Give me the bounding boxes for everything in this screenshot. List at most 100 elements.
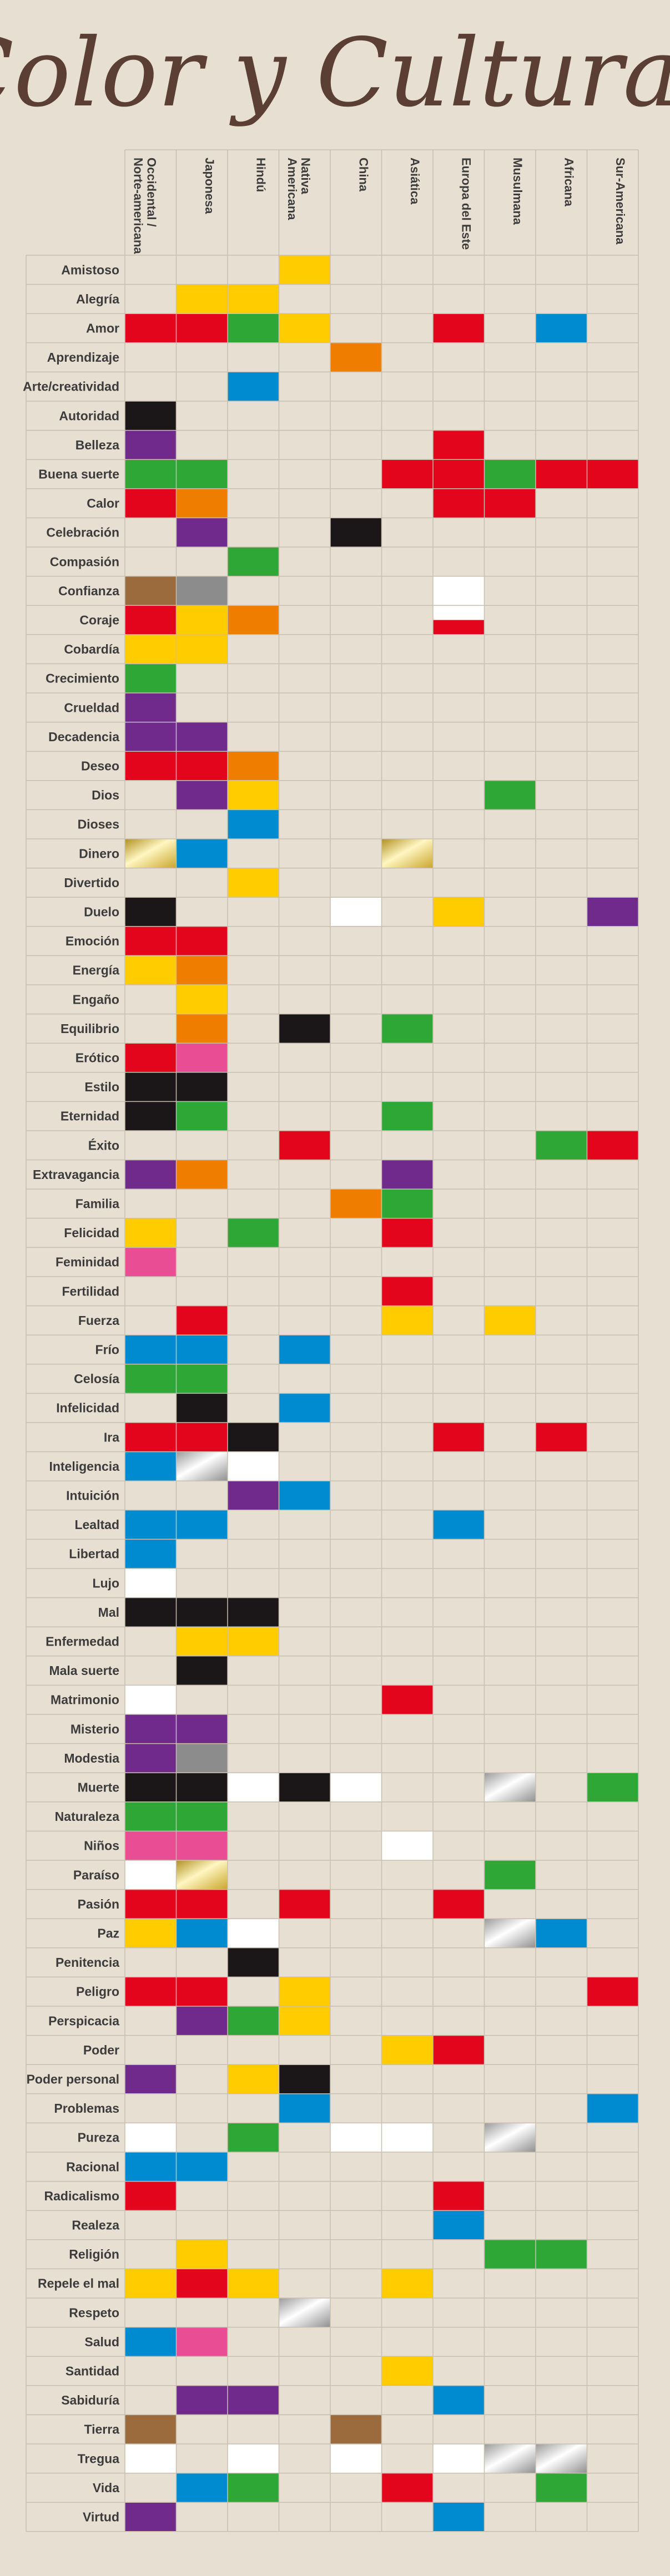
chart-title-text: Color y Culturas [0, 22, 670, 128]
cell-swatch [279, 2006, 330, 2036]
row-label: Intuición [66, 1489, 119, 1503]
cell-swatch [228, 2064, 279, 2094]
cell-swatch [433, 2210, 485, 2240]
row-label: Radicalismo [44, 2189, 120, 2203]
row-label: Perspicacia [48, 2013, 119, 2028]
column-header: Africana [562, 158, 576, 207]
cell-swatch [433, 1423, 485, 1452]
row-label: Mal [98, 1605, 119, 1620]
cell-swatch [125, 1451, 177, 1481]
cell-swatch [125, 1335, 177, 1364]
cell-swatch [125, 722, 177, 752]
cell-swatch [228, 1218, 279, 1248]
cell-swatch [433, 313, 485, 343]
cell-swatch [176, 2269, 228, 2298]
cell-swatch [433, 1889, 485, 1919]
row-label: Vida [93, 2481, 119, 2495]
column-header: NativaAmericana [285, 158, 313, 220]
cell-swatch [330, 897, 382, 927]
cell-swatch [330, 1189, 382, 1218]
cell-swatch [484, 2444, 536, 2473]
row-label: Engaño [73, 992, 119, 1006]
cell-swatch [176, 2239, 228, 2269]
cell-swatch [228, 751, 279, 781]
cell-swatch [228, 2269, 279, 2298]
cell-swatch [536, 1919, 587, 1948]
cell-swatch [125, 1568, 177, 1598]
row-label: Dinero [79, 846, 119, 861]
cell-swatch [228, 1947, 279, 1977]
cell-swatch [381, 2035, 433, 2065]
cell-swatch [228, 1451, 279, 1481]
cell-swatch [125, 1101, 177, 1131]
cell-swatch [125, 1714, 177, 1744]
cell-swatch [125, 2123, 177, 2152]
cell-swatch [125, 605, 177, 635]
row-label: Racional [66, 2159, 119, 2174]
cell-swatch [176, 1043, 228, 1072]
cell-swatch [279, 2064, 330, 2094]
cell-swatch [433, 2181, 485, 2211]
cell-swatch [176, 284, 228, 314]
row-label: Decadencia [48, 730, 119, 744]
row-label: Tregua [78, 2451, 120, 2466]
cell-swatch [176, 1919, 228, 1948]
row-label: Sabiduría [61, 2393, 119, 2407]
cell-swatch [484, 488, 536, 518]
row-label: Paraíso [73, 1868, 119, 1882]
cell-swatch [176, 1305, 228, 1335]
cell-swatch [433, 576, 485, 606]
row-label: Tierra [84, 2422, 119, 2437]
row-label: Energía [73, 963, 120, 978]
cell-swatch [176, 1773, 228, 1802]
column-header: Occidental /Norte-americana [131, 158, 158, 254]
cell-swatch [176, 955, 228, 985]
cell-swatch [587, 1773, 638, 1802]
cell-swatch [125, 897, 177, 927]
cell-swatch [484, 1305, 536, 1335]
row-label: Pureza [78, 2130, 120, 2145]
cell-swatch [381, 1189, 433, 1218]
row-label: Virtud [83, 2510, 119, 2524]
cell-swatch [228, 284, 279, 314]
row-label: Religión [69, 2247, 119, 2261]
row-label: Erótico [75, 1051, 119, 1065]
cell-swatch [433, 459, 485, 489]
cell-swatch [125, 2064, 177, 2094]
cell-swatch [587, 1977, 638, 2006]
row-label: Estilo [84, 1080, 119, 1094]
cell-swatch [279, 2298, 330, 2327]
cell-swatch [176, 1072, 228, 1102]
cell-swatch [279, 1393, 330, 1423]
cell-swatch [433, 2035, 485, 2065]
cell-swatch [279, 1481, 330, 1510]
cell-swatch [176, 1656, 228, 1686]
column-header: Europa del Este [459, 158, 473, 250]
cell-swatch [330, 1773, 382, 1802]
cell-swatch [125, 839, 177, 868]
cell-swatch [125, 1889, 177, 1919]
cell-swatch [433, 2502, 485, 2532]
cell-swatch [176, 839, 228, 868]
cell-swatch [125, 1247, 177, 1277]
cell-swatch [381, 1305, 433, 1335]
cell-swatch [176, 1335, 228, 1364]
cell-swatch [125, 2327, 177, 2357]
row-label: Peligro [76, 1985, 119, 1999]
cell-swatch [279, 255, 330, 285]
row-label: Familia [75, 1197, 119, 1211]
cell-swatch [176, 1451, 228, 1481]
row-label: Ira [104, 1430, 119, 1444]
cell-swatch [125, 1539, 177, 1568]
cell-swatch [125, 1423, 177, 1452]
cell-swatch [279, 1131, 330, 1160]
cell-swatch [176, 2006, 228, 2036]
row-label: Santidad [66, 2364, 119, 2378]
row-label: Fertilidad [62, 1284, 119, 1298]
cell-swatch [176, 751, 228, 781]
cell-swatch [381, 2473, 433, 2503]
cell-swatch [381, 2123, 433, 2152]
row-label: Paz [97, 1926, 119, 1941]
row-label: Emoción [66, 934, 119, 948]
